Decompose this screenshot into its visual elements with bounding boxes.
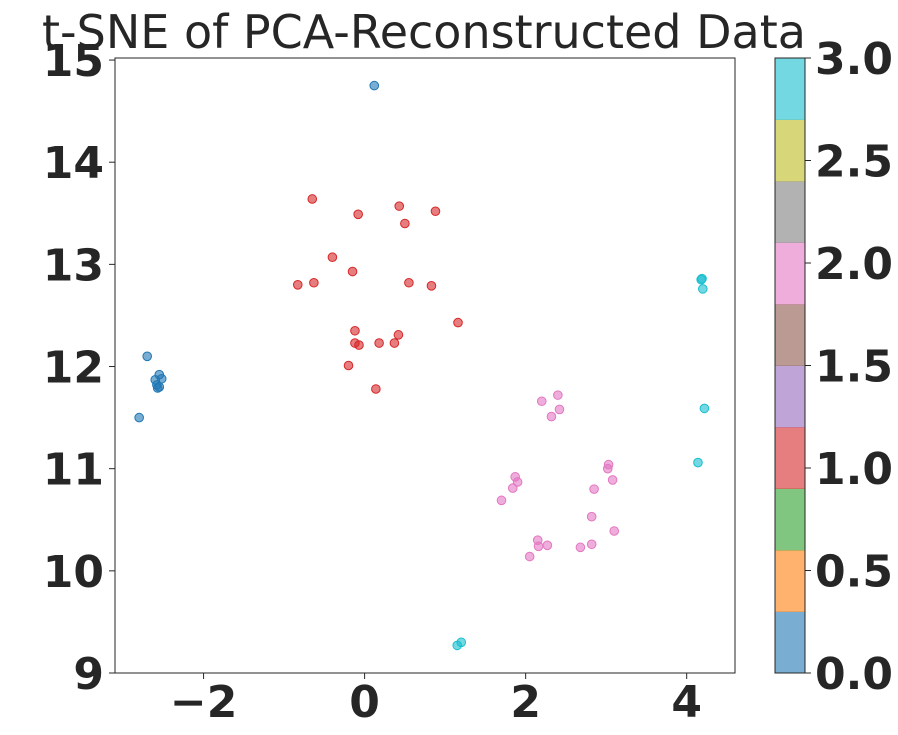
y-tick-label: 12 (43, 343, 104, 394)
data-point (371, 384, 381, 394)
data-point (389, 338, 400, 348)
colorbar-segment (775, 119, 805, 182)
data-point (586, 511, 597, 522)
x-tick-label: −2 (170, 677, 237, 728)
data-point (142, 351, 153, 362)
colorbar: 0.0 0.5 1.0 1.5 2.0 2.5 3.0 (774, 34, 893, 700)
data-point (697, 284, 708, 294)
data-point (586, 539, 597, 550)
data-point (307, 194, 318, 204)
data-point (394, 201, 405, 211)
data-point (369, 80, 380, 91)
data-point (507, 483, 518, 493)
data-point (536, 396, 547, 407)
colorbar-tick-label: 1.5 (815, 342, 893, 393)
data-point (453, 317, 463, 328)
x-tick-label: 0 (349, 677, 380, 728)
data-point (589, 484, 599, 494)
y-tick-label: 15 (43, 36, 104, 87)
colorbar-tick-label: 0.0 (815, 649, 893, 700)
data-point (292, 279, 303, 290)
data-point (602, 463, 613, 474)
data-point (524, 551, 535, 562)
data-point (696, 274, 706, 285)
y-tick-label: 13 (43, 240, 104, 291)
colorbar-segment (775, 242, 805, 305)
data-point (393, 330, 404, 340)
data-point (354, 340, 364, 350)
data-point (309, 277, 319, 288)
data-point (347, 266, 358, 277)
data-point (353, 209, 363, 220)
colorbar-tick-label: 3.0 (815, 34, 893, 85)
data-point (699, 403, 710, 414)
data-point (575, 542, 586, 553)
colorbar-tick-label: 1.0 (815, 444, 893, 495)
points-layer (134, 80, 710, 651)
data-point (554, 404, 565, 415)
data-point (343, 360, 354, 371)
data-point (327, 252, 338, 263)
colorbar-segment (775, 365, 805, 428)
data-point (134, 412, 144, 423)
colorbar-segment (775, 427, 805, 489)
data-point (607, 475, 618, 485)
colorbar-segment (775, 58, 805, 120)
ticks-layer: −2 0 2 4 9 10 11 12 13 14 15 (43, 36, 702, 728)
colorbar-segment (775, 488, 805, 551)
colorbar-segment (775, 550, 805, 612)
data-point (693, 457, 703, 468)
y-tick-label: 9 (73, 649, 104, 700)
x-tick-label: 4 (671, 677, 702, 728)
data-point (154, 382, 165, 392)
data-point (546, 411, 557, 422)
data-point (609, 526, 620, 536)
colorbar-segment (775, 304, 805, 366)
colorbar-tick-label: 0.5 (815, 547, 893, 598)
data-point (350, 325, 360, 336)
data-point (542, 540, 553, 551)
chart-title: t-SNE of PCA-Reconstructed Data (42, 5, 806, 59)
data-point (404, 277, 414, 288)
colorbar-segment (775, 181, 805, 243)
x-tick-label: 2 (510, 677, 541, 728)
data-point (452, 640, 463, 651)
data-point (496, 495, 507, 506)
data-point (553, 390, 563, 400)
data-point (374, 338, 384, 348)
y-tick-label: 14 (43, 138, 104, 189)
colorbar-tick-label: 2.0 (815, 239, 893, 290)
colorbar-tick-label: 2.5 (815, 137, 893, 188)
data-point (430, 206, 441, 217)
data-point (400, 218, 410, 229)
y-tick-label: 11 (43, 445, 104, 496)
colorbar-segment (775, 611, 805, 674)
data-point (426, 281, 437, 291)
data-point (533, 541, 544, 552)
y-tick-label: 10 (43, 547, 104, 598)
plot-area (114, 57, 736, 674)
